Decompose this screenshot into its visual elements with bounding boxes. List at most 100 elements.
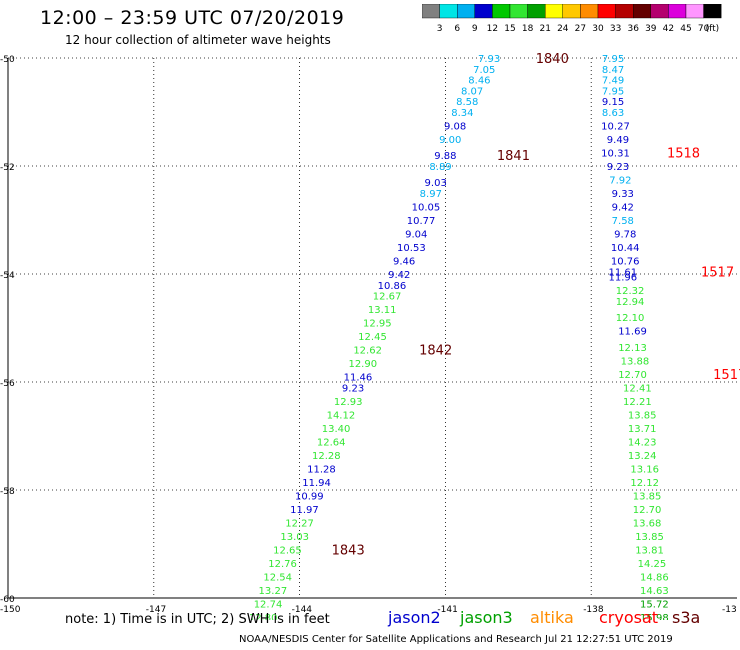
wave-height-value: 9.03 — [425, 178, 447, 189]
wave-height-value: 14.23 — [628, 437, 657, 448]
wave-height-value: 9.42 — [612, 203, 634, 214]
pass-time-label: 1517 — [701, 265, 734, 280]
wave-height-value: 9.15 — [602, 97, 624, 108]
wave-height-value: 12.70 — [633, 505, 662, 516]
wave-height-value: 13.03 — [280, 532, 309, 543]
wave-height-value: 13.85 — [633, 491, 662, 502]
wave-height-value: 14.63 — [640, 586, 669, 597]
colorbar-label: 18 — [522, 24, 534, 34]
wave-height-value: 12.65 — [273, 545, 302, 556]
wave-height-value: 15.72 — [640, 599, 669, 610]
wave-height-value: 12.32 — [616, 286, 645, 297]
pass-time-label: 1843 — [332, 543, 365, 558]
wave-height-value: 13.27 — [259, 586, 288, 597]
lat-tick-label: -50 — [0, 55, 15, 65]
colorbar-label: 39 — [645, 24, 657, 34]
legend-cryosat: cryosat — [599, 608, 659, 627]
wave-height-value: 13.85 — [635, 532, 664, 543]
wave-height-value: 14.12 — [327, 410, 356, 421]
lat-tick-label: -52 — [0, 163, 15, 173]
wave-height-value: 11.97 — [290, 505, 319, 516]
wave-height-value: 12.21 — [623, 397, 652, 408]
pass-time-label: 1841 — [497, 149, 530, 164]
pass-time-label: 1517 — [713, 368, 740, 383]
wave-height-value: 10.31 — [601, 149, 630, 160]
legend-jason3: jason3 — [460, 608, 513, 627]
wave-height-value: 12.54 — [263, 572, 292, 583]
colorbar-label: 33 — [610, 24, 621, 34]
wave-height-value: 14.25 — [638, 559, 667, 570]
wave-height-value: 11.61 — [608, 267, 637, 278]
lat-tick-label: -56 — [0, 379, 15, 389]
wave-height-value: 9.49 — [607, 135, 629, 146]
page-subtitle: 12 hour collection of altimeter wave hei… — [65, 33, 331, 47]
wave-height-value: 12.67 — [373, 292, 402, 303]
colorbar-label: 15 — [504, 24, 515, 34]
wave-height-value: 9.78 — [614, 230, 636, 241]
lon-tick-label: -150 — [0, 605, 21, 615]
wave-height-value: 9.33 — [612, 189, 634, 200]
wave-height-value: 8.97 — [420, 189, 442, 200]
wave-height-value: 12.64 — [317, 437, 346, 448]
wave-height-value: 13.71 — [628, 424, 657, 435]
colorbar-label: 6 — [454, 24, 460, 34]
wave-height-value: 7.93 — [478, 54, 500, 65]
lon-tick-label: -138 — [583, 605, 604, 615]
wave-height-value: 13.40 — [322, 424, 351, 435]
wave-height-value: 7.58 — [612, 216, 634, 227]
wave-height-value: 13.24 — [628, 451, 657, 462]
wave-height-value: 9.23 — [607, 162, 629, 173]
wave-height-value: 12.62 — [353, 346, 382, 357]
wave-height-value: 12.28 — [312, 451, 341, 462]
colorbar-label: 24 — [557, 24, 569, 34]
wave-height-value: 9.00 — [439, 135, 461, 146]
wave-height-value: 15.98 — [640, 613, 669, 620]
colorbar-label: 36 — [627, 24, 639, 34]
wave-height-value: 9.42 — [388, 270, 410, 281]
footer-credit: NOAA/NESDIS Center for Satellite Applica… — [239, 634, 673, 645]
wave-height-value: 10.05 — [412, 203, 441, 214]
lat-tick-label: -60 — [0, 595, 15, 605]
wave-height-value: 13.68 — [633, 518, 662, 529]
wave-height-value: 9.88 — [434, 151, 456, 162]
wave-height-value: 12.45 — [358, 332, 387, 343]
colorbar-label: 3 — [437, 24, 443, 34]
legend-jason2: jason2 — [388, 608, 441, 627]
page-title: 12:00 – 23:59 UTC 07/20/2019 — [40, 7, 345, 29]
wave-height-value: 7.95 — [602, 54, 624, 65]
pass-time-label: 1840 — [536, 52, 569, 67]
colorbar-label: 70 — [698, 24, 710, 34]
wave-height-value: 7.05 — [473, 65, 495, 76]
wave-height-value: 11.46 — [344, 373, 373, 384]
wave-height-value: 7.95 — [602, 86, 624, 97]
wave-height-value: 13.85 — [628, 410, 657, 421]
wave-height-value: 9.46 — [393, 257, 415, 268]
wave-height-value: 12.41 — [623, 383, 652, 394]
wave-height-value: 8.63 — [602, 108, 624, 119]
wave-height-value: 10.27 — [601, 122, 630, 133]
wave-height-value: 8.89 — [429, 162, 451, 173]
wave-height-value: 11.69 — [618, 327, 647, 338]
wave-height-value: 12.94 — [616, 297, 645, 308]
wave-height-value: 7.49 — [602, 76, 624, 87]
wave-height-value: 12.90 — [348, 359, 377, 370]
footer-note: note: 1) Time is in UTC; 2) SWH is in fe… — [65, 612, 330, 627]
lon-tick-label: -141 — [437, 605, 457, 615]
legend-s3a: s3a — [672, 608, 701, 627]
pass-time-label: 1518 — [667, 147, 700, 162]
wave-height-value: 12.70 — [618, 370, 647, 381]
wave-height-value: 13.88 — [621, 356, 650, 367]
lon-tick-label: -144 — [292, 605, 313, 615]
wave-height-value: 10.53 — [397, 243, 426, 254]
colorbar-label: 42 — [663, 24, 674, 34]
wave-height-value: 12.76 — [268, 559, 297, 570]
wave-height-map: -50 -52 -54 -56 -58 -60-150 -147 -144 -141 -138 -1… — [0, 52, 740, 620]
wave-height-value: 9.08 — [444, 122, 466, 133]
lat-tick-label: -58 — [0, 487, 15, 497]
wave-height-value: 12.13 — [618, 343, 647, 354]
wave-height-value: 13.16 — [630, 464, 659, 475]
wave-height-value: 11.94 — [302, 478, 331, 489]
colorbar-label: 21 — [539, 24, 550, 34]
wave-height-value: 14.86 — [640, 572, 669, 583]
colorbar-label: 12 — [487, 24, 498, 34]
